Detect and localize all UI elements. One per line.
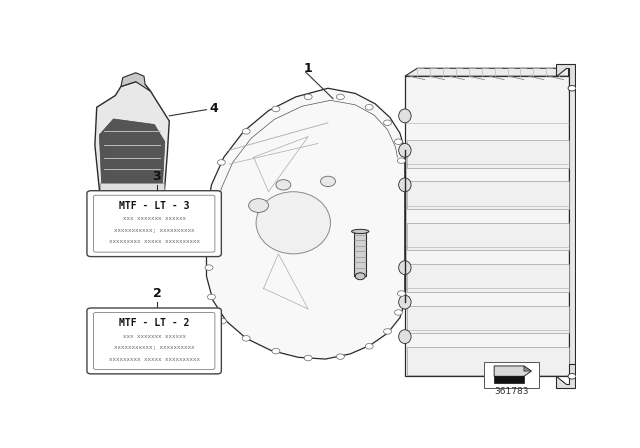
FancyBboxPatch shape [405, 76, 568, 376]
Text: MTF - LT - 3: MTF - LT - 3 [119, 201, 189, 211]
Circle shape [272, 349, 280, 354]
Text: xxx xxxxxxx xxxxxx: xxx xxxxxxx xxxxxx [123, 334, 186, 339]
Circle shape [365, 104, 373, 110]
Ellipse shape [256, 192, 330, 254]
Circle shape [276, 180, 291, 190]
Text: xxxxxxxxxxx; xxxxxxxxxx: xxxxxxxxxxx; xxxxxxxxxx [114, 228, 195, 233]
FancyBboxPatch shape [484, 362, 539, 388]
Polygon shape [568, 88, 575, 376]
Polygon shape [408, 306, 568, 333]
Ellipse shape [399, 109, 411, 123]
Text: xxx xxxxxxx xxxxxx: xxx xxxxxxx xxxxxx [123, 216, 186, 221]
Polygon shape [408, 223, 568, 250]
Polygon shape [121, 73, 150, 91]
Text: xxxxxxxxxxx; xxxxxxxxxx: xxxxxxxxxxx; xxxxxxxxxx [114, 345, 195, 350]
Text: 4: 4 [209, 103, 218, 116]
Text: 3: 3 [152, 170, 161, 183]
Circle shape [355, 273, 365, 280]
Circle shape [304, 355, 312, 361]
Circle shape [397, 291, 405, 296]
Circle shape [218, 159, 225, 165]
Polygon shape [556, 64, 575, 88]
Circle shape [337, 94, 344, 99]
Ellipse shape [399, 143, 411, 157]
Circle shape [394, 139, 403, 145]
Polygon shape [99, 119, 165, 183]
Polygon shape [408, 181, 568, 209]
Text: xxxxxxxxx xxxxx xxxxxxxxxx: xxxxxxxxx xxxxx xxxxxxxxxx [109, 357, 200, 362]
Ellipse shape [399, 261, 411, 275]
Polygon shape [355, 232, 366, 276]
Polygon shape [100, 183, 164, 197]
Polygon shape [203, 211, 207, 245]
Text: MTF - LT - 2: MTF - LT - 2 [119, 318, 189, 328]
Circle shape [397, 158, 405, 164]
FancyBboxPatch shape [93, 195, 215, 252]
Polygon shape [494, 376, 524, 383]
Polygon shape [408, 140, 568, 168]
Circle shape [207, 294, 216, 300]
Circle shape [249, 198, 269, 212]
Text: xxxxxxxxx xxxxx xxxxxxxxxx: xxxxxxxxx xxxxx xxxxxxxxxx [109, 239, 200, 244]
Polygon shape [556, 364, 575, 388]
Circle shape [242, 129, 250, 134]
Polygon shape [95, 82, 169, 200]
Polygon shape [408, 347, 568, 375]
Text: 361783: 361783 [494, 387, 529, 396]
Polygon shape [207, 88, 405, 359]
Ellipse shape [399, 330, 411, 344]
Circle shape [383, 120, 392, 125]
Polygon shape [408, 264, 568, 292]
Circle shape [242, 336, 250, 341]
Polygon shape [524, 366, 531, 371]
Circle shape [218, 319, 227, 324]
Polygon shape [494, 366, 531, 376]
FancyBboxPatch shape [87, 191, 221, 257]
FancyBboxPatch shape [93, 313, 215, 370]
Circle shape [337, 354, 344, 359]
Text: 2: 2 [152, 287, 161, 300]
Text: 1: 1 [304, 62, 312, 75]
Ellipse shape [351, 229, 369, 233]
Polygon shape [405, 68, 568, 76]
Circle shape [321, 176, 335, 186]
Circle shape [568, 86, 576, 91]
Circle shape [383, 329, 392, 334]
Ellipse shape [399, 178, 411, 192]
Circle shape [205, 265, 213, 271]
Circle shape [394, 310, 403, 315]
Ellipse shape [399, 295, 411, 309]
Circle shape [365, 344, 373, 349]
Circle shape [304, 94, 312, 99]
Circle shape [568, 374, 576, 379]
Circle shape [272, 106, 280, 112]
FancyBboxPatch shape [87, 308, 221, 374]
